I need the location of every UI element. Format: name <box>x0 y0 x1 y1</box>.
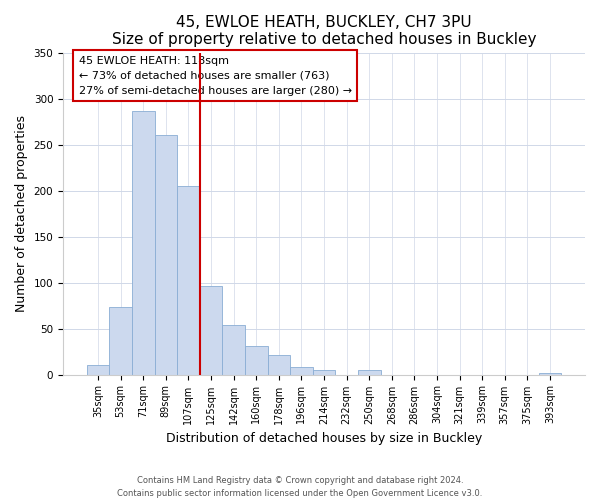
Bar <box>155 134 177 374</box>
Bar <box>132 110 155 374</box>
Bar <box>87 366 109 374</box>
Bar <box>313 370 335 374</box>
Text: 45 EWLOE HEATH: 118sqm
← 73% of detached houses are smaller (763)
27% of semi-de: 45 EWLOE HEATH: 118sqm ← 73% of detached… <box>79 56 352 96</box>
Bar <box>290 367 313 374</box>
Bar <box>109 308 132 374</box>
Bar <box>539 372 561 374</box>
Title: 45, EWLOE HEATH, BUCKLEY, CH7 3PU
Size of property relative to detached houses i: 45, EWLOE HEATH, BUCKLEY, CH7 3PU Size o… <box>112 15 536 48</box>
Bar <box>268 356 290 374</box>
Bar <box>177 186 200 374</box>
Text: Contains HM Land Registry data © Crown copyright and database right 2024.
Contai: Contains HM Land Registry data © Crown c… <box>118 476 482 498</box>
X-axis label: Distribution of detached houses by size in Buckley: Distribution of detached houses by size … <box>166 432 482 445</box>
Bar <box>223 325 245 374</box>
Bar <box>200 286 223 374</box>
Bar <box>358 370 380 374</box>
Y-axis label: Number of detached properties: Number of detached properties <box>15 115 28 312</box>
Bar <box>245 346 268 374</box>
